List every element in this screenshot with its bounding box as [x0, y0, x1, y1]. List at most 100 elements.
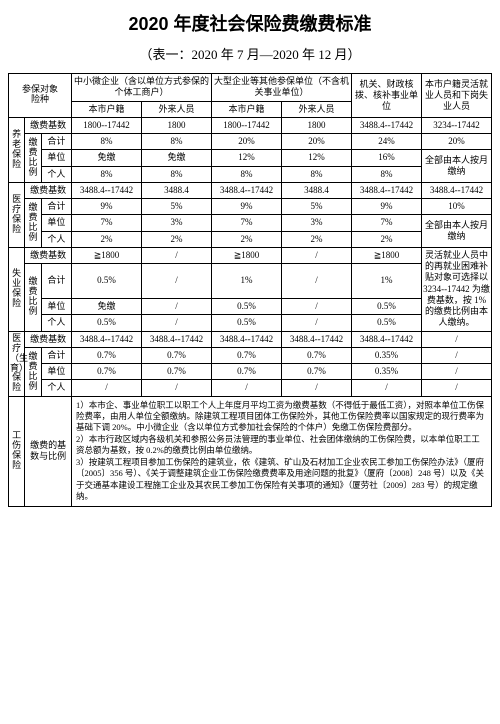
table-cell: / [142, 380, 212, 396]
table-cell: / [212, 380, 282, 396]
label-total: 合计 [41, 347, 71, 363]
table-cell: 20% [212, 134, 282, 150]
table-cell: 免缴 [72, 150, 142, 166]
page-title: 2020 年度社会保险费缴费标准 [8, 10, 492, 36]
table-cell: 0.5% [351, 315, 421, 331]
page-subtitle: （表一：2020 年 7 月—2020 年 12 月） [8, 44, 492, 63]
table-cell: / [421, 331, 491, 347]
table-cell: / [351, 380, 421, 396]
table-cell: 2% [72, 231, 142, 247]
table-cell: 3488.4--17442 [142, 331, 212, 347]
label-person: 个人 [41, 380, 71, 396]
pension-note: 全部由本人按月缴纳 [421, 150, 491, 183]
table-cell: 0.35% [351, 364, 421, 380]
table-cell: 20% [281, 134, 351, 150]
table-cell: ≧1800 [351, 247, 421, 263]
table-cell: 3488.4--17442 [421, 182, 491, 198]
label-ratio: 缴费比例 [25, 134, 41, 183]
table-cell: 7% [212, 215, 282, 231]
table-cell: / [421, 380, 491, 396]
medical-note: 全部由本人按月缴纳 [421, 215, 491, 248]
table-cell: 3234--17442 [421, 117, 491, 133]
table-cell: 免缴 [142, 150, 212, 166]
header-group3: 机关、财政核拨、核补事业单位 [351, 74, 421, 118]
table-cell: 3488.4--17442 [351, 182, 421, 198]
table-cell: 0.7% [142, 347, 212, 363]
header-g2c2: 外来人员 [281, 101, 351, 117]
header-side: 参保对象险种 [9, 74, 72, 118]
table-cell: 0.7% [72, 364, 142, 380]
table-cell: ≧1800 [72, 247, 142, 263]
table-cell: 0.7% [212, 364, 282, 380]
table-cell: / [281, 315, 351, 331]
table-cell: / [281, 380, 351, 396]
table-cell: 2% [212, 231, 282, 247]
table-cell: 1800 [281, 117, 351, 133]
table-cell: 9% [351, 199, 421, 215]
table-cell: 3488.4--17442 [72, 182, 142, 198]
table-cell: / [142, 247, 212, 263]
table-cell: 3% [142, 215, 212, 231]
table-cell: 7% [72, 215, 142, 231]
header-g2c1: 本市户籍 [212, 101, 282, 117]
injury-label: 缴费的基数与比例 [25, 396, 72, 506]
unemp-name: 失业保险 [9, 247, 25, 331]
table-cell: 5% [142, 199, 212, 215]
table-cell: 1800 [142, 117, 212, 133]
table-cell: 9% [72, 199, 142, 215]
table-cell: 8% [72, 166, 142, 182]
label-base: 缴费基数 [25, 117, 72, 133]
table-cell: 5% [281, 199, 351, 215]
table-cell: 7% [351, 215, 421, 231]
table-cell: 3488.4 [281, 182, 351, 198]
label-ratio: 缴费比例 [25, 199, 41, 248]
label-ratio: 缴费比例 [25, 264, 41, 332]
table-cell: 3488.4--17442 [212, 182, 282, 198]
label-base: 缴费基数 [25, 247, 72, 263]
table-cell: 0.7% [281, 364, 351, 380]
label-unit: 单位 [41, 299, 71, 315]
label-person: 个人 [41, 231, 71, 247]
table-cell: 3488.4--17442 [351, 117, 421, 133]
label-total: 合计 [41, 199, 71, 215]
table-cell: 8% [212, 166, 282, 182]
table-cell: / [142, 264, 212, 299]
label-unit: 单位 [41, 150, 71, 166]
table-cell: 1% [351, 264, 421, 299]
table-cell: 8% [281, 166, 351, 182]
table-cell: 0.7% [142, 364, 212, 380]
table-cell: 2% [281, 231, 351, 247]
table-cell: 8% [351, 166, 421, 182]
table-cell: 3488.4--17442 [72, 331, 142, 347]
header-group1: 中小微企业（含以单位方式参保的个体工商户） [72, 74, 212, 102]
table-cell: 3488.4--17442 [281, 331, 351, 347]
table-cell: / [142, 315, 212, 331]
unemp-note: 灵活就业人员中的再就业困难补贴对象可选择以 3234--17442 为缴费基数，… [421, 247, 491, 331]
table-cell: 12% [212, 150, 282, 166]
table-cell: 3488.4 [142, 182, 212, 198]
table-cell: / [281, 299, 351, 315]
table-cell: 1% [212, 264, 282, 299]
table-cell: / [281, 247, 351, 263]
table-cell: 3% [281, 215, 351, 231]
table-cell: 24% [351, 134, 421, 150]
table-cell: / [72, 380, 142, 396]
header-g1c2: 外来人员 [142, 101, 212, 117]
pension-name: 养老保险 [9, 117, 25, 182]
table-cell: 10% [421, 199, 491, 215]
maternity-name: 医疗（生育）保险 [9, 331, 25, 396]
table-cell: / [142, 299, 212, 315]
table-cell: 8% [72, 134, 142, 150]
label-base: 缴费基数 [25, 331, 72, 347]
table-cell: 0.5% [72, 264, 142, 299]
label-unit: 单位 [41, 364, 71, 380]
label-total: 合计 [41, 264, 71, 299]
table-cell: ≧1800 [212, 247, 282, 263]
table-cell: 0.7% [72, 347, 142, 363]
label-person: 个人 [41, 315, 71, 331]
table-cell: 0.7% [281, 347, 351, 363]
header-g1c1: 本市户籍 [72, 101, 142, 117]
table-cell: 1800--17442 [72, 117, 142, 133]
table-cell: 0.5% [212, 299, 282, 315]
table-cell: 9% [212, 199, 282, 215]
